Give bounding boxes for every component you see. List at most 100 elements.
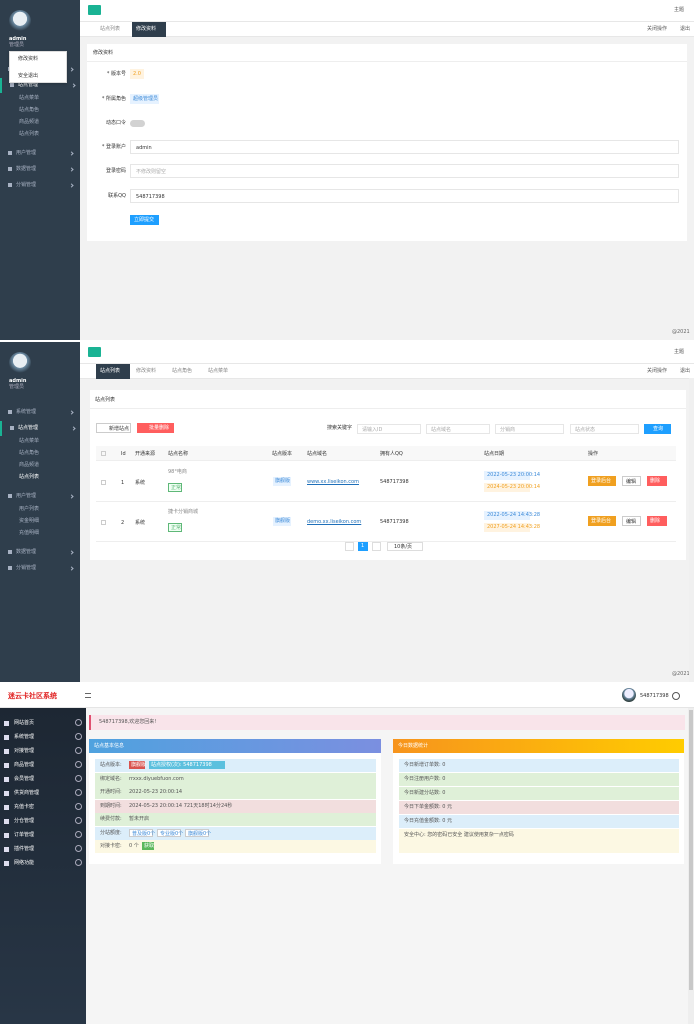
tab[interactable]: 站点菜单 bbox=[204, 364, 238, 379]
menu-item[interactable]: 充值卡密 bbox=[0, 801, 86, 813]
submenu-item[interactable]: 站点角色 bbox=[19, 107, 40, 113]
theme-link[interactable]: 主题 bbox=[674, 349, 685, 355]
info-value: rrxxx.diyuebfuon.com bbox=[129, 775, 184, 782]
submenu-item[interactable]: 站点列表 bbox=[19, 131, 40, 137]
menu-label: 系统管理 bbox=[14, 734, 35, 740]
tab-action[interactable]: 关闭操作 bbox=[647, 368, 668, 374]
menu-item[interactable]: 数据管理 bbox=[0, 162, 80, 177]
action-button[interactable]: 删除 bbox=[647, 516, 667, 526]
action-button[interactable]: 编辑 bbox=[622, 476, 641, 486]
menu-toggle[interactable] bbox=[88, 347, 101, 357]
search-input[interactable]: 站点域名 bbox=[426, 424, 490, 434]
menu-item[interactable]: 用户管理 bbox=[0, 489, 80, 504]
toggle-switch[interactable] bbox=[130, 120, 145, 127]
cell-domain[interactable]: www.xx.liseikon.com bbox=[307, 479, 359, 485]
badge-text: 专业版0个 bbox=[160, 830, 184, 837]
page-size[interactable]: 10条/页 bbox=[387, 542, 423, 551]
tab[interactable]: 修改资料 bbox=[132, 22, 166, 37]
submenu-item[interactable]: 商品频道 bbox=[19, 119, 40, 125]
checkbox[interactable] bbox=[101, 480, 106, 485]
submenu-item[interactable]: 站点列表 bbox=[19, 474, 40, 480]
menu-toggle[interactable] bbox=[85, 693, 91, 698]
checkbox[interactable] bbox=[101, 520, 106, 525]
menu-arrow bbox=[75, 733, 82, 740]
menu-toggle[interactable] bbox=[88, 5, 101, 15]
table-header: 站点域名 bbox=[307, 451, 328, 457]
delete-button[interactable]: 批量删除 bbox=[137, 423, 174, 433]
menu-item[interactable]: 用户管理 bbox=[0, 146, 80, 161]
menu-item[interactable]: 会员管理 bbox=[0, 773, 86, 785]
tab-action[interactable]: 退出 bbox=[680, 26, 691, 32]
submenu-item[interactable]: 站点菜单 bbox=[19, 438, 40, 444]
menu-item[interactable]: 对接管理 bbox=[0, 745, 86, 757]
menu-label: 用户管理 bbox=[16, 150, 37, 156]
text-input[interactable]: 548717398 bbox=[130, 189, 679, 203]
page-current[interactable]: 1 bbox=[358, 542, 368, 551]
menu-item[interactable]: 站点管理 bbox=[0, 421, 80, 436]
tab[interactable]: 站点列表 bbox=[96, 22, 130, 37]
tab[interactable]: 修改资料 bbox=[132, 364, 166, 379]
page-prev[interactable] bbox=[345, 542, 354, 551]
dropdown-item[interactable]: 安全退出 bbox=[18, 73, 39, 79]
menu-icon bbox=[4, 749, 9, 754]
user-name[interactable]: 548717398 bbox=[640, 693, 669, 699]
search-input[interactable]: 请输入ID bbox=[357, 424, 421, 434]
search-button[interactable]: 查询 bbox=[644, 424, 671, 434]
submenu-item[interactable]: 站点菜单 bbox=[19, 95, 40, 101]
menu-item[interactable]: 站点管理 bbox=[0, 78, 80, 93]
menu-item[interactable]: 插件管理 bbox=[0, 843, 86, 855]
tab-action[interactable]: 关闭操作 bbox=[647, 26, 668, 32]
badge[interactable]: 获取 bbox=[142, 842, 154, 850]
menu-item[interactable]: 网络功能 bbox=[0, 857, 86, 869]
add-button[interactable]: 新增站点 bbox=[96, 423, 131, 433]
tab[interactable]: 站点角色 bbox=[168, 364, 202, 379]
menu-item[interactable]: 系统管理 bbox=[0, 731, 86, 743]
menu-label: 供货商管理 bbox=[14, 790, 40, 796]
cell-domain[interactable]: demo.xx.liseikon.com bbox=[307, 519, 362, 525]
menu-icon bbox=[4, 819, 9, 824]
menu-item[interactable]: 商品管理 bbox=[0, 759, 86, 771]
page-next[interactable] bbox=[372, 542, 381, 551]
info-label: 开通时间: bbox=[100, 789, 122, 795]
form-label: * 所属角色 bbox=[101, 96, 126, 102]
menu-item[interactable]: 分仓管理 bbox=[0, 815, 86, 827]
submenu-item[interactable]: 资金明细 bbox=[19, 518, 40, 524]
version-badge: 2.0 bbox=[130, 69, 144, 79]
info-value: 0 个 bbox=[129, 843, 139, 849]
action-button[interactable]: 登录后台 bbox=[588, 476, 616, 486]
theme-link[interactable]: 主题 bbox=[674, 7, 685, 13]
tab-action[interactable]: 退出 bbox=[680, 368, 691, 374]
card-title: 站点基本信息 bbox=[94, 743, 125, 749]
menu-item[interactable]: 分销管理 bbox=[0, 561, 80, 576]
user-role[interactable]: 管理员 bbox=[9, 42, 25, 48]
info-row: 分站额度: 普及版0个 专业版0个 旗舰版0个 bbox=[95, 826, 376, 840]
search-input[interactable]: 分销商 bbox=[495, 424, 564, 434]
text-input[interactable]: 不修改则留空 bbox=[130, 164, 679, 178]
submenu-item[interactable]: 用户列表 bbox=[19, 506, 40, 512]
notice: 548717398,欢迎您回来! bbox=[89, 715, 685, 730]
submit-button[interactable]: 立即提交 bbox=[130, 215, 159, 225]
submenu-item[interactable]: 站点角色 bbox=[19, 450, 40, 456]
search-input[interactable]: 站点状态 bbox=[570, 424, 639, 434]
text-input[interactable]: admin bbox=[130, 140, 679, 154]
user-role[interactable]: 管理员 bbox=[9, 384, 25, 390]
tab[interactable]: 站点列表 bbox=[96, 364, 130, 379]
submenu-item[interactable]: 充值明细 bbox=[19, 530, 40, 536]
action-button[interactable]: 删除 bbox=[647, 476, 667, 486]
action-button[interactable]: 登录后台 bbox=[588, 516, 616, 526]
menu-item[interactable]: 供货商管理 bbox=[0, 787, 86, 799]
avatar bbox=[9, 10, 31, 32]
form-label: 联系QQ bbox=[108, 193, 126, 199]
menu-item[interactable]: 网站首页 bbox=[0, 717, 86, 729]
dropdown-item[interactable]: 修改资料 bbox=[18, 56, 39, 62]
menu-item[interactable]: 系统管理 bbox=[0, 405, 80, 420]
menu-arrow bbox=[69, 183, 74, 188]
submenu-item[interactable]: 商品频道 bbox=[19, 462, 40, 468]
menu-item[interactable]: 订单管理 bbox=[0, 829, 86, 841]
menu-item[interactable]: 数据管理 bbox=[0, 545, 80, 560]
action-button[interactable]: 编辑 bbox=[622, 516, 641, 526]
checkbox[interactable] bbox=[101, 451, 106, 456]
user-menu[interactable] bbox=[672, 692, 680, 700]
menu-item[interactable]: 分销管理 bbox=[0, 178, 80, 193]
menu-icon bbox=[4, 735, 9, 740]
